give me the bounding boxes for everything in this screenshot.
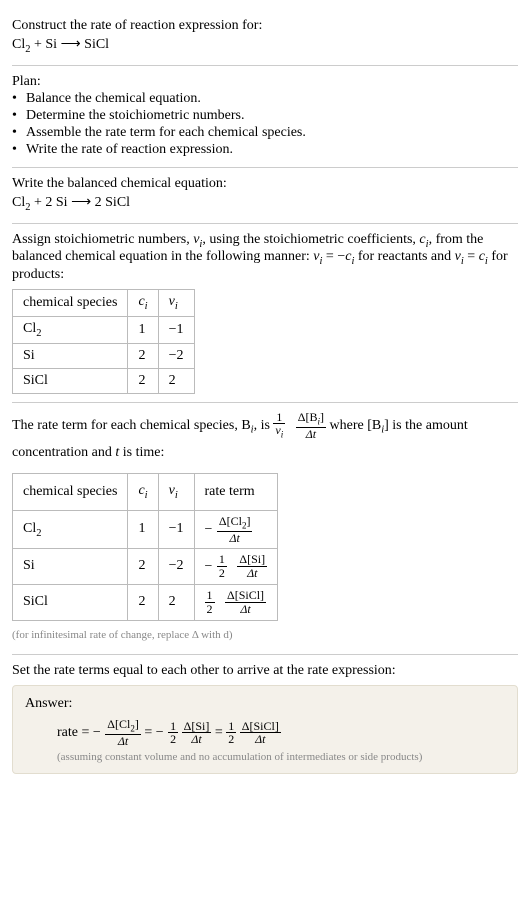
stoich-intro: Assign stoichiometric numbers, νi, using… [12, 232, 518, 284]
plan-item: •Assemble the rate term for each chemica… [12, 125, 518, 141]
fraction: Δ[Si] Δt [237, 553, 267, 579]
col-c: ci [128, 290, 158, 317]
bullet-icon: • [12, 108, 26, 124]
plan-section: Plan: •Balance the chemical equation. •D… [12, 66, 518, 167]
bullet-icon: • [12, 125, 26, 141]
question-section: Construct the rate of reaction expressio… [12, 10, 518, 65]
table-row: Cl2 1 −1 − Δ[Cl2] Δt [13, 510, 278, 548]
fraction: 1 2 [226, 720, 236, 746]
balanced-section: Write the balanced chemical equation: Cl… [12, 168, 518, 223]
bullet-icon: • [12, 91, 26, 107]
stoich-table: chemical species ci νi Cl2 1 −1 Si 2 −2 … [12, 289, 195, 394]
table-header-row: chemical species ci νi rate term [13, 474, 278, 511]
rateterm-footnote: (for infinitesimal rate of change, repla… [12, 625, 518, 646]
answer-label: Answer: [25, 696, 505, 712]
reactant-cl2: Cl2 [12, 37, 30, 52]
table-row: Si 2 −2 [13, 343, 195, 368]
table-header-row: chemical species ci νi [13, 290, 195, 317]
plan-item: •Balance the chemical equation. [12, 91, 518, 107]
balanced-title: Write the balanced chemical equation: [12, 176, 518, 192]
table-row: SiCl 2 2 1 2 Δ[SiCl] Δt [13, 585, 278, 621]
fraction: Δ[Cl2] Δt [105, 718, 141, 747]
plan-item: •Write the rate of reaction expression. [12, 142, 518, 158]
plan-item: •Determine the stoichiometric numbers. [12, 108, 518, 124]
fraction: Δ[SiCl] Δt [240, 720, 281, 746]
unbalanced-equation: Cl2 + Si ⟶ SiCl [12, 36, 518, 55]
table-row: Cl2 1 −1 [13, 316, 195, 343]
final-section: Set the rate terms equal to each other t… [12, 655, 518, 782]
fraction: Δ[Bi] Δt [296, 411, 326, 440]
final-title: Set the rate terms equal to each other t… [12, 663, 518, 679]
fraction: Δ[Si] Δt [182, 720, 212, 746]
plan-title: Plan: [12, 74, 518, 90]
rateterm-table: chemical species ci νi rate term Cl2 1 −… [12, 473, 278, 621]
table-row: Si 2 −2 − 1 2 Δ[Si] Δt [13, 549, 278, 585]
fraction: 1 νi [273, 411, 285, 440]
fraction: 1 2 [205, 589, 215, 615]
bullet-icon: • [12, 142, 26, 158]
answer-assumption: (assuming constant volume and no accumul… [25, 751, 505, 763]
table-row: SiCl 2 2 [13, 368, 195, 393]
fraction: 1 2 [168, 720, 178, 746]
col-nu: νi [158, 290, 194, 317]
balanced-equation: Cl2 + 2 Si ⟶ 2 SiCl [12, 194, 518, 213]
rateterm-section: The rate term for each chemical species,… [12, 403, 518, 654]
col-species: chemical species [13, 290, 128, 317]
rate-expression: rate = − Δ[Cl2] Δt = − 1 2 Δ[Si] Δt [25, 718, 505, 747]
fraction: Δ[Cl2] Δt [217, 515, 253, 544]
question-prompt: Construct the rate of reaction expressio… [12, 18, 518, 34]
fraction: 1 2 [217, 553, 227, 579]
answer-box: Answer: rate = − Δ[Cl2] Δt = − 1 2 Δ[Si]… [12, 685, 518, 774]
stoich-section: Assign stoichiometric numbers, νi, using… [12, 224, 518, 402]
rateterm-intro: The rate term for each chemical species,… [12, 411, 518, 467]
fraction: Δ[SiCl] Δt [225, 589, 266, 615]
